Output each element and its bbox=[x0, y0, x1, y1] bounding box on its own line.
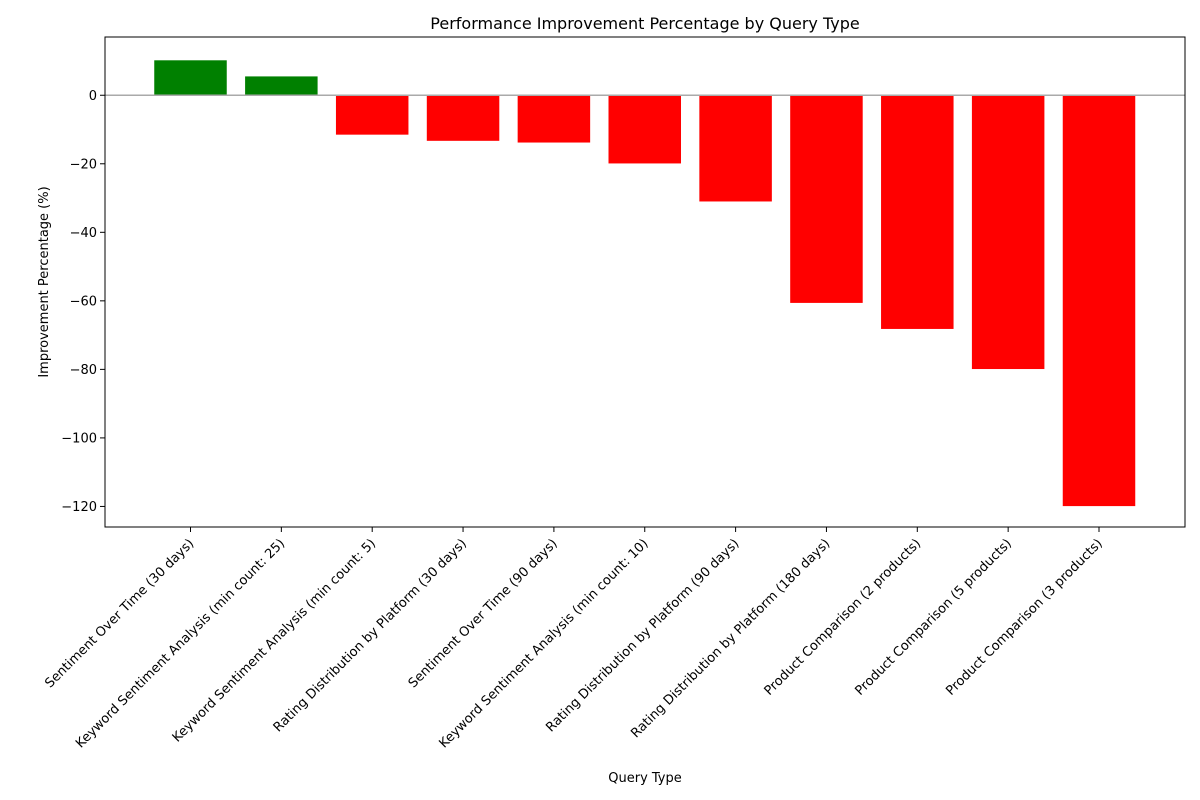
y-tick-label: −100 bbox=[61, 431, 97, 446]
y-axis-label: Improvement Percentage (%) bbox=[37, 186, 52, 377]
x-tick-label: Rating Distribution by Platform (30 days… bbox=[271, 536, 470, 735]
y-tick-label: −120 bbox=[61, 500, 97, 515]
y-tick-label: −40 bbox=[70, 226, 97, 241]
x-tick-label: Rating Distribution by Platform (180 day… bbox=[628, 536, 833, 741]
x-tick-label: Product Comparison (5 products) bbox=[852, 536, 1014, 698]
bar-1 bbox=[154, 60, 227, 96]
x-axis-label: Query Type bbox=[608, 771, 682, 786]
bar-4 bbox=[426, 95, 500, 141]
x-tick-label: Sentiment Over Time (90 days) bbox=[406, 536, 561, 691]
bar-3 bbox=[335, 95, 409, 135]
bar-10 bbox=[971, 95, 1045, 370]
bar-5 bbox=[517, 95, 591, 143]
y-tick-label: −60 bbox=[70, 294, 97, 309]
y-tick-label: 0 bbox=[89, 89, 97, 104]
bar-7 bbox=[699, 95, 772, 202]
x-axis: Sentiment Over Time (30 days)Keyword Sen… bbox=[42, 527, 1106, 751]
bar-6 bbox=[608, 95, 681, 164]
x-tick-label: Rating Distribution by Platform (90 days… bbox=[543, 536, 742, 735]
x-tick-label: Keyword Sentiment Analysis (min count: 2… bbox=[73, 536, 288, 751]
bars-group bbox=[154, 60, 1136, 507]
y-tick-label: −20 bbox=[70, 157, 97, 172]
x-tick-label: Product Comparison (3 products) bbox=[943, 536, 1105, 698]
bar-2 bbox=[245, 76, 318, 96]
bar-9 bbox=[881, 95, 954, 329]
x-tick-label: Keyword Sentiment Analysis (min count: 1… bbox=[436, 536, 651, 751]
bar-8 bbox=[790, 95, 863, 303]
x-tick-label: Product Comparison (2 products) bbox=[762, 536, 924, 698]
bar-11 bbox=[1062, 95, 1136, 507]
x-tick-label: Sentiment Over Time (30 days) bbox=[42, 536, 197, 691]
x-tick-label: Keyword Sentiment Analysis (min count: 5… bbox=[170, 536, 379, 745]
chart-title: Performance Improvement Percentage by Qu… bbox=[430, 14, 859, 33]
y-tick-label: −80 bbox=[70, 363, 97, 378]
y-axis: 0 −20 −40 −60 −80 −100 −120 bbox=[61, 89, 105, 515]
